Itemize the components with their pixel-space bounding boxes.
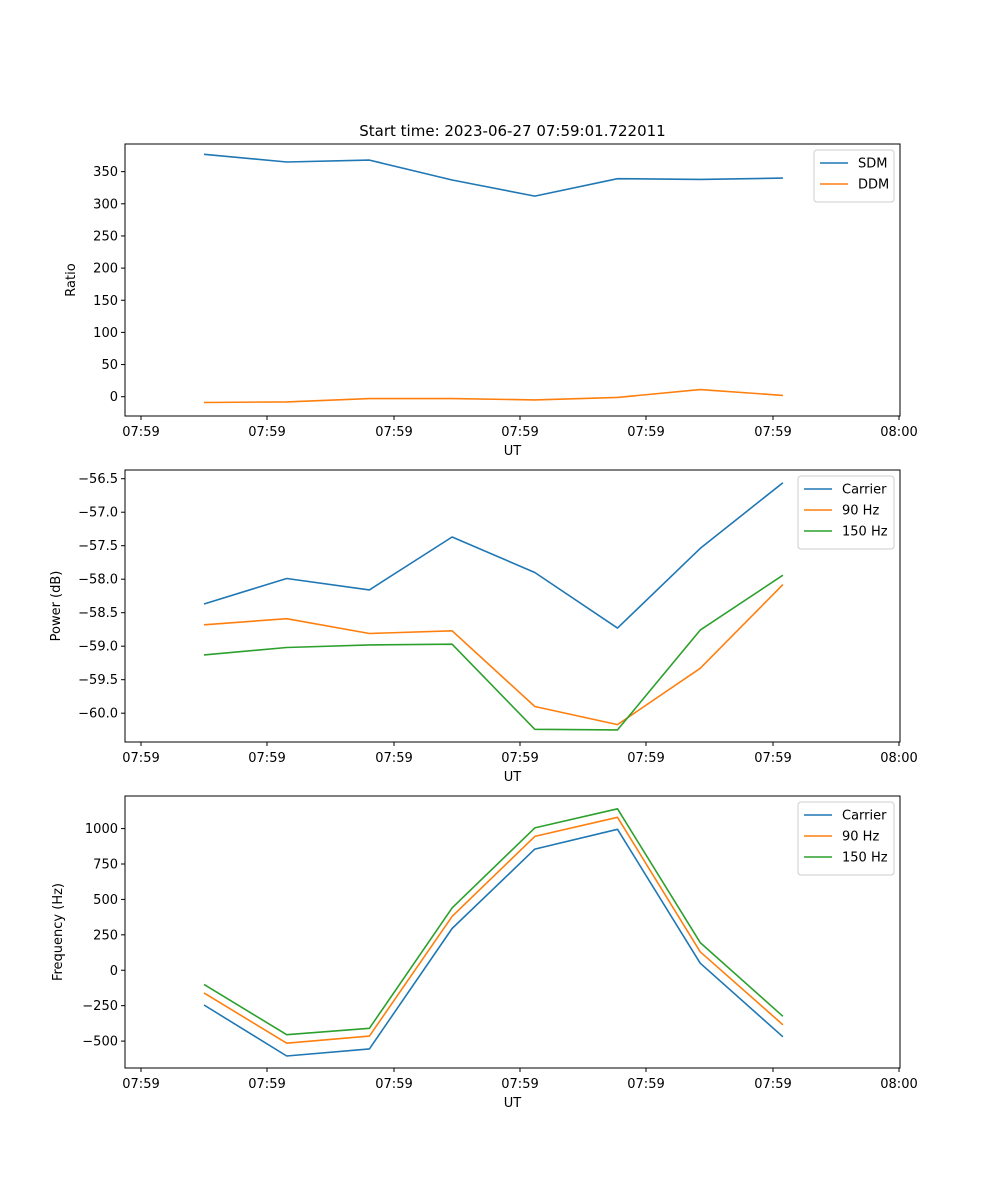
x-tick-label-end: 08:00 — [880, 1077, 917, 1092]
x-tick-label: 07:59 — [248, 1077, 285, 1092]
series-line-90-hz — [203, 816, 784, 1044]
plot-frame — [124, 143, 901, 417]
y-tick-label: 0 — [110, 964, 118, 979]
power-panel: −60.0 −59.5 −59.0 −58.5 −58.0 −57.5 −57.0 −56.5… — [49, 469, 918, 785]
y-tick-label: 50 — [101, 358, 118, 373]
x-tick-label: 07:59 — [122, 751, 159, 766]
y-tick-label: 1000 — [85, 822, 118, 837]
chart-title: Start time: 2023-06-27 07:59:01.722011 — [359, 122, 665, 140]
x-tick-label: 07:59 — [122, 1077, 159, 1092]
x-tick-label: 07:59 — [375, 425, 412, 440]
plot-frame — [124, 795, 901, 1069]
series-line-carrier — [203, 482, 784, 629]
y-tick-label: 500 — [93, 893, 118, 908]
x-tick-label-end: 08:00 — [880, 425, 917, 440]
x-tick-label: 07:59 — [501, 1077, 538, 1092]
x-tick-label: 07:59 — [627, 1077, 664, 1092]
series-line-sdm — [203, 153, 783, 197]
x-tick-label: 07:59 — [754, 425, 791, 440]
y-tick-label: −57.5 — [78, 539, 118, 554]
series-line-ddm — [203, 388, 783, 404]
ratio-panel: Start time: 2023-06-27 07:59:01.722011 0 5… — [64, 122, 918, 459]
y-tick-label: 250 — [93, 928, 118, 943]
x-axis-label: UT — [504, 770, 522, 785]
x-tick-label: 07:59 — [375, 1077, 412, 1092]
legend-label: Carrier — [842, 483, 887, 498]
x-tick-label: 07:59 — [754, 751, 791, 766]
legend-label: 150 Hz — [842, 851, 888, 866]
x-tick-label: 07:59 — [248, 425, 285, 440]
frequency-panel: −500 −250 0 250 500 750 1000 07:59 07:59 07:59 07:… — [51, 795, 918, 1111]
y-tick-label: −59.0 — [78, 640, 118, 655]
y-tick-label: −58.0 — [78, 573, 118, 588]
x-tick-label-end: 08:00 — [880, 751, 917, 766]
plot-frame — [124, 469, 901, 743]
y-tick-label: −500 — [82, 1035, 118, 1050]
legend-label: 90 Hz — [842, 504, 879, 519]
series-line-150-hz — [203, 807, 784, 1036]
series-line-150-hz — [203, 574, 784, 731]
y-tick-label: 350 — [93, 165, 118, 180]
y-tick-label: 250 — [93, 229, 118, 244]
y-tick-label: −58.5 — [78, 606, 118, 621]
y-tick-label: −59.5 — [78, 673, 118, 688]
series-line-90-hz — [203, 584, 784, 726]
y-tick-label: 300 — [93, 197, 118, 212]
x-tick-label: 07:59 — [248, 751, 285, 766]
y-tick-label: −57.0 — [78, 506, 118, 521]
x-tick-label: 07:59 — [754, 1077, 791, 1092]
y-axis-label: Frequency (Hz) — [51, 883, 66, 981]
x-tick-label: 07:59 — [501, 425, 538, 440]
x-tick-label: 07:59 — [501, 751, 538, 766]
x-axis-label: UT — [504, 444, 522, 459]
y-tick-label: −60.0 — [78, 707, 118, 722]
x-tick-label: 07:59 — [375, 751, 412, 766]
legend-label: 90 Hz — [842, 830, 879, 845]
y-tick-label: 100 — [93, 326, 118, 341]
y-tick-label: −56.5 — [78, 472, 118, 487]
x-tick-label: 07:59 — [122, 425, 159, 440]
x-tick-label: 07:59 — [627, 751, 664, 766]
legend-label: SDM — [858, 157, 887, 172]
y-tick-label: 0 — [110, 390, 118, 405]
y-tick-label: −250 — [82, 999, 118, 1014]
y-tick-label: 150 — [93, 294, 118, 309]
y-axis-label: Ratio — [64, 263, 79, 296]
x-tick-label: 07:59 — [627, 425, 664, 440]
legend-label: Carrier — [842, 809, 887, 824]
series-line-carrier — [203, 828, 784, 1057]
legend-label: DDM — [858, 178, 889, 193]
x-axis-label: UT — [504, 1096, 522, 1111]
y-axis-label: Power (dB) — [49, 571, 64, 642]
y-tick-label: 200 — [93, 262, 118, 277]
y-tick-label: 750 — [93, 858, 118, 873]
legend-label: 150 Hz — [842, 525, 888, 540]
